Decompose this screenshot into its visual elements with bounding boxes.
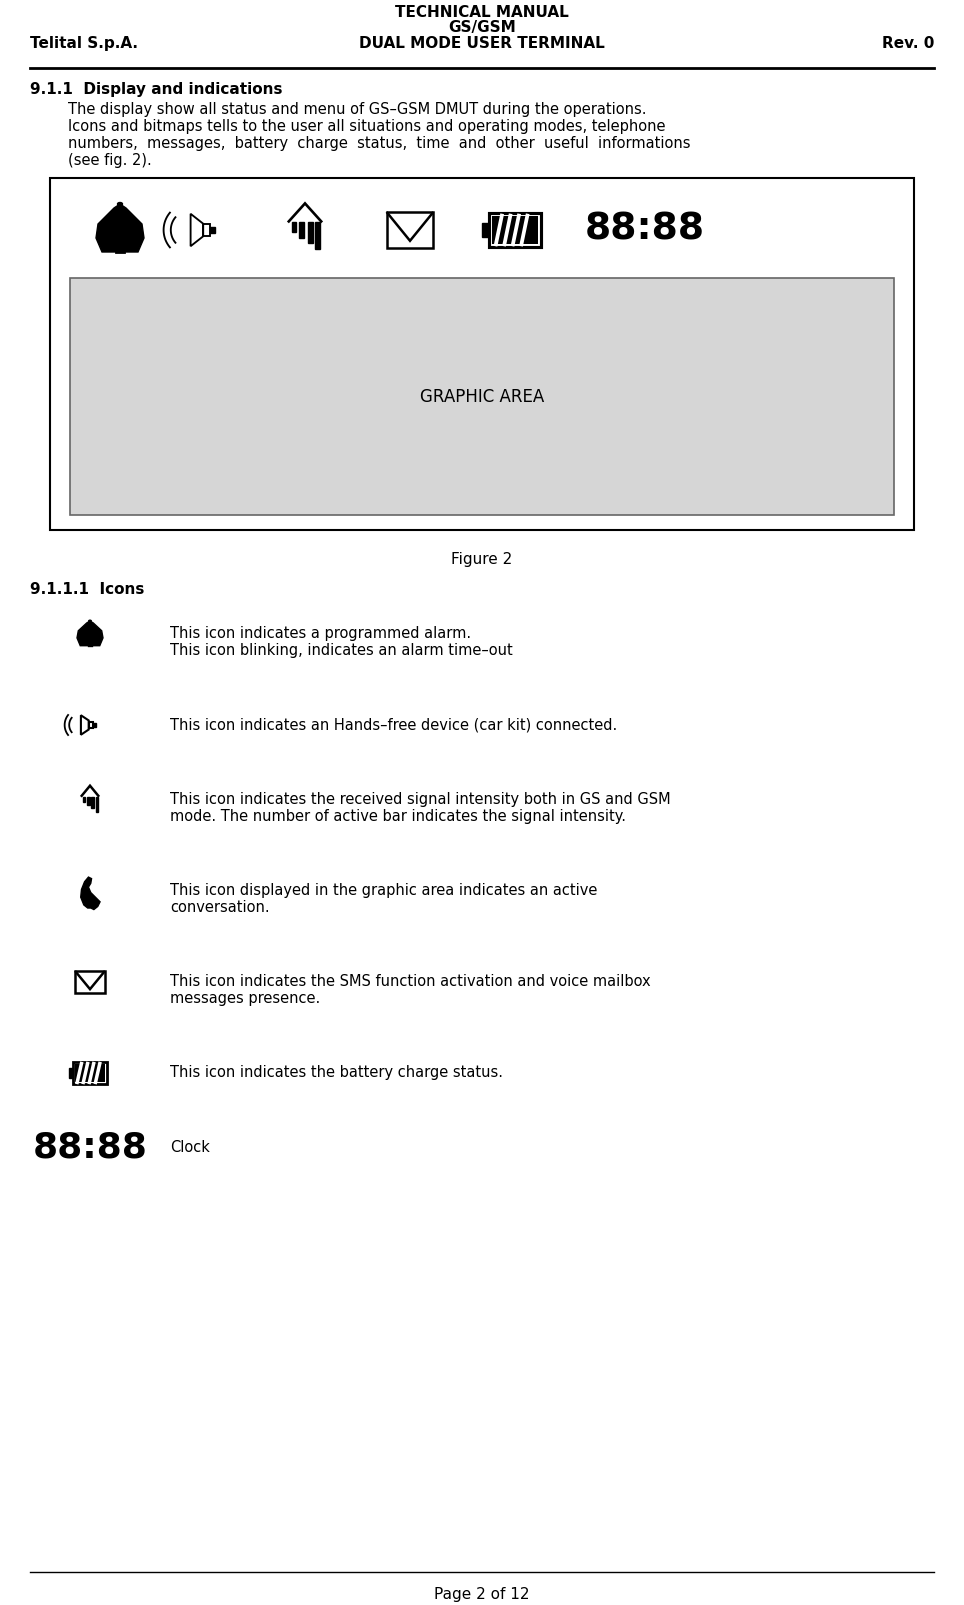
Bar xyxy=(70,278,894,515)
Bar xyxy=(203,223,210,236)
Bar xyxy=(92,796,94,809)
Polygon shape xyxy=(81,876,100,910)
Text: 9.1.1.1  Icons: 9.1.1.1 Icons xyxy=(30,583,145,597)
Text: This icon indicates the SMS function activation and voice mailbox: This icon indicates the SMS function act… xyxy=(170,974,651,989)
Text: This icon indicates the received signal intensity both in GS and GSM: This icon indicates the received signal … xyxy=(170,791,671,807)
Text: Figure 2: Figure 2 xyxy=(451,552,513,567)
Text: Clock: Clock xyxy=(170,1140,210,1156)
Bar xyxy=(210,228,215,233)
Text: This icon indicates an Hands–free device (car kit) connected.: This icon indicates an Hands–free device… xyxy=(170,717,617,732)
Ellipse shape xyxy=(89,620,92,621)
Bar xyxy=(94,724,95,727)
Text: Icons and bitmaps tells to the user all situations and operating modes, telephon: Icons and bitmaps tells to the user all … xyxy=(68,119,665,133)
Text: DUAL MODE USER TERMINAL: DUAL MODE USER TERMINAL xyxy=(360,35,604,51)
Text: 9.1.1  Display and indications: 9.1.1 Display and indications xyxy=(30,82,282,96)
Text: The display show all status and menu of GS–GSM DMUT during the operations.: The display show all status and menu of … xyxy=(68,103,647,117)
Text: This icon indicates a programmed alarm.: This icon indicates a programmed alarm. xyxy=(170,626,471,640)
Text: GRAPHIC AREA: GRAPHIC AREA xyxy=(420,387,544,406)
Bar xyxy=(387,212,434,249)
Bar xyxy=(489,213,541,247)
Text: Page 2 of 12: Page 2 of 12 xyxy=(434,1587,530,1602)
Text: conversation.: conversation. xyxy=(170,900,270,915)
Text: (see fig. 2).: (see fig. 2). xyxy=(68,152,151,169)
Text: GS/GSM: GS/GSM xyxy=(448,19,516,35)
Ellipse shape xyxy=(118,202,122,205)
Text: Telital S.p.A.: Telital S.p.A. xyxy=(30,35,138,51)
Bar xyxy=(50,178,914,530)
Polygon shape xyxy=(77,621,103,645)
Text: This icon blinking, indicates an alarm time–out: This icon blinking, indicates an alarm t… xyxy=(170,644,513,658)
Bar xyxy=(492,215,539,244)
Bar xyxy=(292,223,297,231)
Bar xyxy=(315,223,320,249)
Text: 88:88: 88:88 xyxy=(585,212,705,249)
Text: Rev. 0: Rev. 0 xyxy=(882,35,934,51)
Polygon shape xyxy=(96,204,144,252)
Text: numbers,  messages,  battery  charge  status,  time  and  other  useful  informa: numbers, messages, battery charge status… xyxy=(68,136,690,151)
Text: 88:88: 88:88 xyxy=(33,1132,147,1165)
Bar xyxy=(89,722,94,729)
Bar xyxy=(299,223,304,238)
Bar xyxy=(95,796,98,812)
Text: This icon displayed in the graphic area indicates an active: This icon displayed in the graphic area … xyxy=(170,883,598,899)
Text: mode. The number of active bar indicates the signal intensity.: mode. The number of active bar indicates… xyxy=(170,809,626,823)
Bar xyxy=(308,223,312,244)
Text: TECHNICAL MANUAL: TECHNICAL MANUAL xyxy=(395,5,569,19)
Bar xyxy=(83,796,86,802)
Text: messages presence.: messages presence. xyxy=(170,990,320,1006)
Bar xyxy=(482,223,489,238)
Bar xyxy=(75,971,105,993)
Bar xyxy=(73,1063,107,1083)
Bar xyxy=(87,796,90,806)
Text: This icon indicates the battery charge status.: This icon indicates the battery charge s… xyxy=(170,1066,503,1080)
Bar xyxy=(69,1069,73,1077)
Bar xyxy=(75,1064,105,1082)
